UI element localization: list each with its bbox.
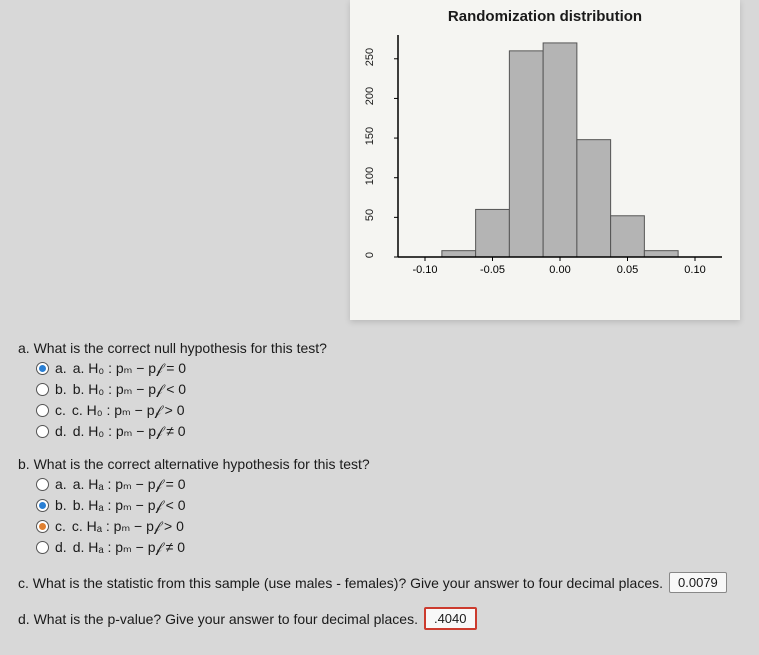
y-axis-labels: 050100150200250 [360, 31, 380, 261]
qa-option[interactable]: c. c. H₀ : pₘ − p𝒻 > 0 [36, 400, 741, 421]
qb-option[interactable]: c. c. Hₐ : pₘ − p𝒻 > 0 [36, 516, 741, 537]
option-prefix: a. [55, 358, 67, 379]
option-prefix: c. [55, 400, 66, 421]
option-label: b. Hₐ : pₘ − p𝒻 < 0 [73, 495, 186, 516]
qa-option[interactable]: b. b. H₀ : pₘ − p𝒻 < 0 [36, 379, 741, 400]
histogram-plot: -0.10 -0.05 0.00 0.05 0.10 [390, 31, 730, 281]
radio-button[interactable] [36, 383, 49, 396]
qa-option[interactable]: d. d. H₀ : pₘ − p𝒻 ≠ 0 [36, 421, 741, 442]
option-prefix: b. [55, 495, 67, 516]
option-label: b. H₀ : pₘ − p𝒻 < 0 [73, 379, 186, 400]
option-prefix: d. [55, 537, 67, 558]
option-prefix: d. [55, 421, 67, 442]
y-tick-label: 50 [364, 200, 376, 230]
radio-button[interactable] [36, 404, 49, 417]
option-prefix: c. [55, 516, 66, 537]
svg-text:0.05: 0.05 [617, 264, 638, 276]
question-b: b. What is the correct alternative hypot… [18, 456, 741, 558]
radio-button[interactable] [36, 499, 49, 512]
option-label: d. Hₐ : pₘ − p𝒻 ≠ 0 [73, 537, 185, 558]
qb-option[interactable]: b. b. Hₐ : pₘ − p𝒻 < 0 [36, 495, 741, 516]
option-label: c. Hₐ : pₘ − p𝒻 > 0 [72, 516, 184, 537]
option-label: d. H₀ : pₘ − p𝒻 ≠ 0 [73, 421, 186, 442]
question-a-prompt: a. What is the correct null hypothesis f… [18, 340, 741, 356]
option-label: a. Hₐ : pₘ − p𝒻 = 0 [73, 474, 186, 495]
radio-button[interactable] [36, 425, 49, 438]
question-c: c. What is the statistic from this sampl… [18, 572, 741, 593]
option-label: c. H₀ : pₘ − p𝒻 > 0 [72, 400, 185, 421]
questions-section: a. What is the correct null hypothesis f… [18, 340, 741, 644]
y-tick-label: 100 [364, 161, 376, 191]
question-a: a. What is the correct null hypothesis f… [18, 340, 741, 442]
qa-option[interactable]: a. a. H₀ : pₘ − p𝒻 = 0 [36, 358, 741, 379]
svg-text:-0.10: -0.10 [412, 264, 437, 276]
question-a-options: a. a. H₀ : pₘ − p𝒻 = 0 b. b. H₀ : pₘ − p𝒻 <… [18, 358, 741, 442]
y-tick-label: 250 [364, 42, 376, 72]
y-tick-label: 150 [364, 121, 376, 151]
chart-panel: Randomization distribution 0 50 100 150 200 2… [350, 0, 740, 320]
y-tick-label: 200 [364, 81, 376, 111]
answer-d-input[interactable]: .4040 [424, 607, 477, 630]
svg-text:-0.05: -0.05 [480, 264, 505, 276]
radio-button[interactable] [36, 478, 49, 491]
answer-c-input[interactable]: 0.0079 [669, 572, 727, 593]
qb-option[interactable]: a. a. Hₐ : pₘ − p𝒻 = 0 [36, 474, 741, 495]
chart-title: Randomization distribution [360, 8, 730, 25]
radio-button[interactable] [36, 520, 49, 533]
option-label: a. H₀ : pₘ − p𝒻 = 0 [73, 358, 186, 379]
question-b-prompt: b. What is the correct alternative hypot… [18, 456, 741, 472]
qb-option[interactable]: d. d. Hₐ : pₘ − p𝒻 ≠ 0 [36, 537, 741, 558]
radio-button[interactable] [36, 362, 49, 375]
svg-text:0.10: 0.10 [684, 264, 705, 276]
question-d: d. What is the p-value? Give your answer… [18, 607, 741, 630]
question-c-prompt: c. What is the statistic from this sampl… [18, 575, 663, 591]
option-prefix: b. [55, 379, 67, 400]
chart-area: 050100150200250 -0.10-0.050.000.050.10 [390, 31, 730, 291]
option-prefix: a. [55, 474, 67, 495]
question-b-options: a. a. Hₐ : pₘ − p𝒻 = 0 b. b. Hₐ : pₘ − p𝒻 <… [18, 474, 741, 558]
radio-button[interactable] [36, 541, 49, 554]
y-tick-label: 0 [364, 240, 376, 270]
question-d-prompt: d. What is the p-value? Give your answer… [18, 611, 418, 627]
svg-text:0.00: 0.00 [549, 264, 570, 276]
